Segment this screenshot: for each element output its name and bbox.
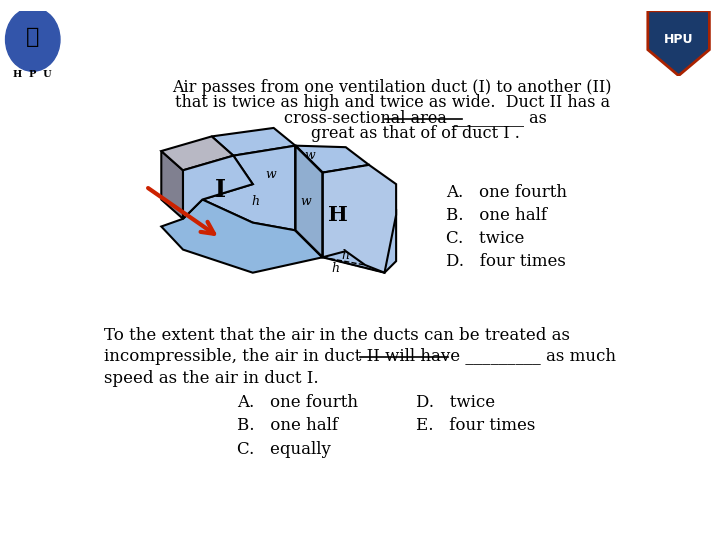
- Text: w: w: [304, 149, 315, 162]
- Polygon shape: [183, 156, 253, 219]
- Text: w: w: [300, 195, 311, 208]
- Text: D.   twice: D. twice: [415, 394, 495, 411]
- Text: that is twice as high and twice as wide.  Duct II has a: that is twice as high and twice as wide.…: [175, 94, 610, 111]
- Text: B.   one half: B. one half: [446, 207, 547, 224]
- Polygon shape: [295, 146, 323, 257]
- Text: HPU: HPU: [664, 33, 693, 46]
- Text: great as that of of duct I .: great as that of of duct I .: [311, 125, 520, 142]
- Polygon shape: [323, 165, 396, 273]
- Polygon shape: [161, 200, 323, 273]
- Text: C.   equally: C. equally: [238, 441, 331, 457]
- Text: 🐾: 🐾: [26, 27, 40, 48]
- Polygon shape: [295, 146, 396, 273]
- Text: cross-sectional area _________ as: cross-sectional area _________ as: [284, 110, 547, 126]
- Polygon shape: [212, 128, 295, 156]
- Text: I: I: [215, 178, 226, 201]
- Text: H  P  U: H P U: [14, 70, 52, 79]
- Circle shape: [6, 8, 60, 71]
- Text: A.   one fourth: A. one fourth: [446, 184, 567, 201]
- Text: H: H: [328, 205, 348, 225]
- Polygon shape: [161, 137, 233, 170]
- Text: E.   four times: E. four times: [415, 417, 535, 435]
- Text: A.   one fourth: A. one fourth: [238, 394, 359, 411]
- Text: h: h: [251, 195, 259, 208]
- Text: incompressible, the air in duct II will have _________ as much: incompressible, the air in duct II will …: [104, 348, 616, 365]
- Text: h: h: [342, 249, 350, 262]
- Text: Air passes from one ventilation duct (I) to another (II): Air passes from one ventilation duct (I)…: [173, 79, 612, 96]
- Text: h: h: [331, 262, 339, 275]
- Polygon shape: [202, 146, 295, 231]
- Text: B.   one half: B. one half: [238, 417, 338, 435]
- Polygon shape: [295, 146, 369, 173]
- Text: w: w: [265, 168, 276, 181]
- Text: To the extent that the air in the ducts can be treated as: To the extent that the air in the ducts …: [104, 327, 570, 343]
- Text: C.   twice: C. twice: [446, 231, 525, 247]
- Polygon shape: [648, 11, 709, 76]
- Text: D.   four times: D. four times: [446, 253, 567, 271]
- Polygon shape: [161, 151, 183, 219]
- Text: speed as the air in duct I.: speed as the air in duct I.: [104, 370, 318, 387]
